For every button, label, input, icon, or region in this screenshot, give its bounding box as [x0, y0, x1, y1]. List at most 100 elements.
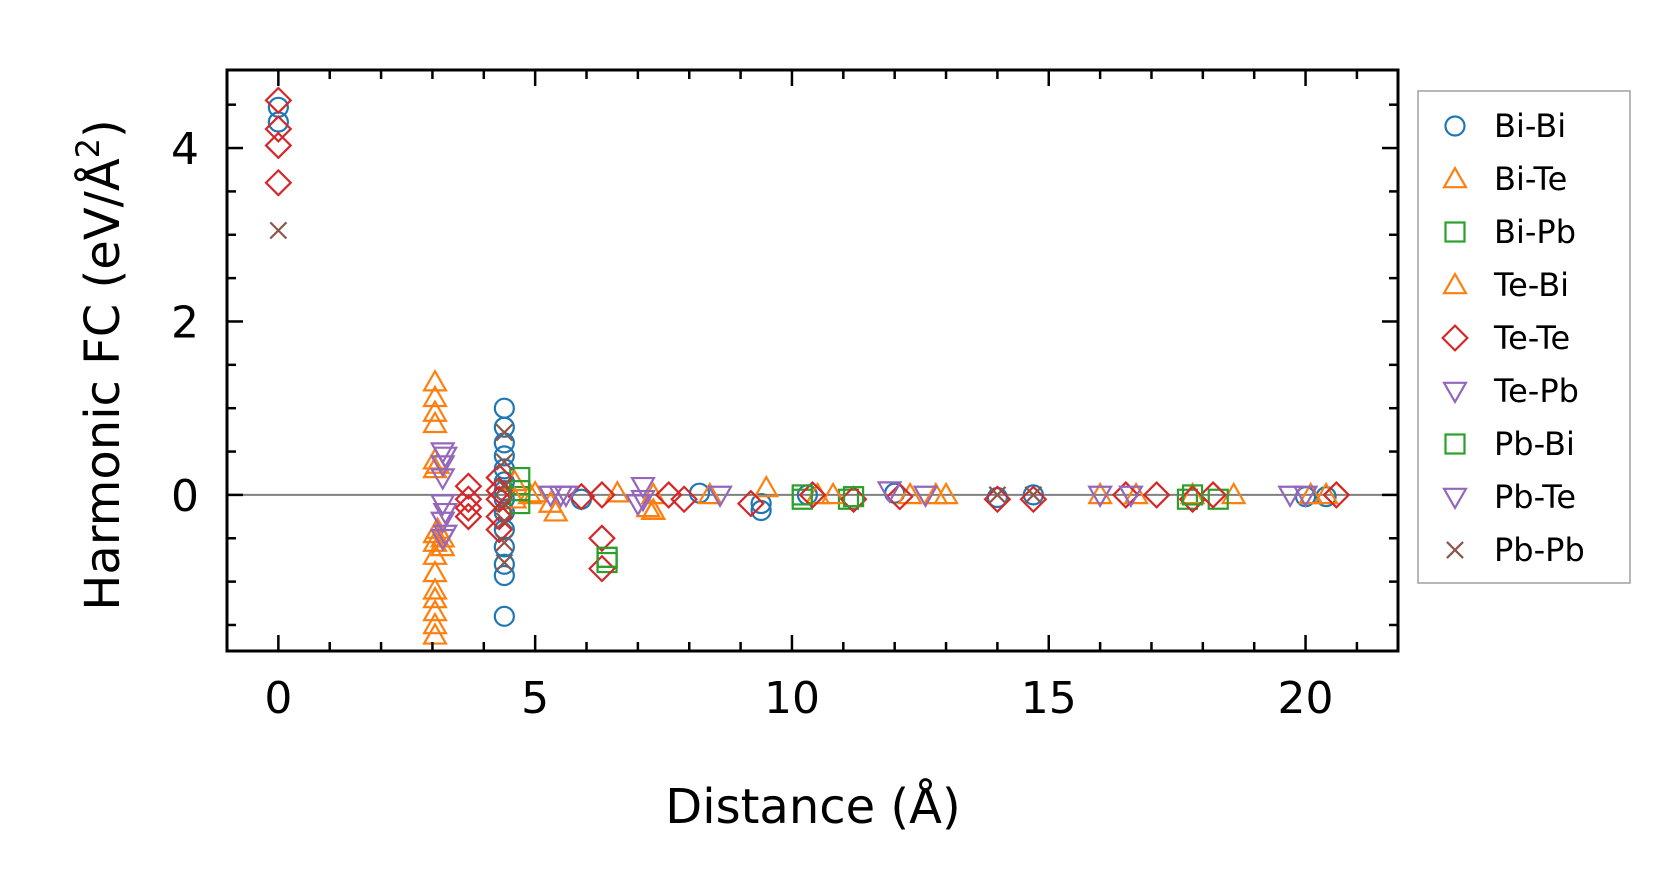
- data-point-bi-te: [1087, 481, 1113, 505]
- data-point-te-bi: [933, 481, 959, 505]
- data-point-te-te: [736, 489, 765, 518]
- data-point-te-te: [454, 502, 483, 531]
- data-point-bi-te: [422, 622, 448, 645]
- data-point-bi-pb: [1176, 488, 1199, 510]
- data-point-pb-pb: [495, 423, 514, 442]
- data-point-bi-te: [1123, 481, 1149, 505]
- data-point-te-te: [983, 485, 1012, 514]
- data-point-bi-te: [429, 533, 456, 557]
- plot-area: [227, 86, 1398, 645]
- data-point-te-pb: [630, 489, 656, 513]
- legend-label: Te-Pb: [1493, 372, 1579, 410]
- data-point-te-te: [264, 131, 293, 160]
- data-point-bi-te: [422, 598, 448, 622]
- legend-marker-pb-bi: [1444, 433, 1466, 455]
- legend-marker-bi-te: [1442, 165, 1468, 189]
- y-axis-label-exponent: 2: [69, 138, 107, 158]
- data-point-te-te: [485, 502, 514, 531]
- data-point-pb-pb: [269, 221, 288, 240]
- series-pb-pb: [269, 221, 1043, 572]
- legend-label: Te-Bi: [1493, 266, 1569, 304]
- data-point-te-pb: [429, 511, 456, 535]
- data-point-pb-te: [432, 524, 459, 548]
- data-point-bi-te: [696, 481, 723, 505]
- x-tick-label: 15: [1021, 673, 1077, 724]
- data-point-bi-bi: [493, 397, 515, 419]
- data-point-te-pb: [429, 455, 456, 478]
- data-point-pb-bi: [791, 484, 813, 506]
- x-axis-label: Distance (Å): [665, 778, 960, 835]
- y-tick-label: 2: [171, 297, 199, 348]
- data-point-pb-bi: [1181, 484, 1204, 506]
- y-axis-label-main: Harmonic FC (eV/Å: [74, 158, 131, 611]
- data-point-te-te: [485, 485, 514, 514]
- data-point-te-pb: [876, 481, 903, 504]
- data-point-pb-te: [625, 494, 651, 517]
- data-point-pb-te: [912, 485, 939, 509]
- legend-marker-te-bi: [1442, 271, 1468, 295]
- data-point-te-te: [654, 481, 683, 509]
- data-point-pb-pb: [988, 486, 1007, 504]
- data-point-bi-bi: [750, 492, 772, 515]
- data-point-te-te: [839, 485, 868, 514]
- legend-entry: Bi-Pb: [1444, 213, 1576, 251]
- data-point-bi-te: [422, 585, 448, 609]
- data-point-te-te: [454, 485, 483, 514]
- legend-entry: Pb-Pb: [1446, 531, 1585, 569]
- legend-label: Pb-Te: [1494, 478, 1576, 516]
- data-point-bi-te: [1220, 481, 1247, 505]
- data-point-pb-pb: [495, 477, 514, 496]
- data-point-bi-bi: [493, 553, 515, 575]
- x-tick-label: 20: [1278, 673, 1334, 724]
- data-point-te-te: [588, 554, 616, 583]
- legend-entry: Te-Pb: [1442, 372, 1579, 410]
- data-point-pb-pb: [495, 494, 514, 513]
- data-point-te-pb: [630, 476, 656, 500]
- data-point-te-te: [264, 168, 293, 197]
- data-point-te-pb: [1277, 485, 1303, 509]
- series-te-te: [264, 86, 1351, 583]
- data-point-bi-te: [1297, 481, 1324, 505]
- y-tick-label: 4: [171, 124, 199, 175]
- data-point-te-te: [670, 485, 699, 514]
- data-point-te-te: [588, 481, 616, 509]
- y-tick-label: 0: [171, 471, 199, 522]
- data-point-pb-bi: [509, 479, 531, 502]
- data-point-te-te: [1142, 481, 1171, 509]
- legend-entry: Pb-Te: [1442, 478, 1576, 516]
- data-point-bi-te: [422, 611, 448, 635]
- data-point-bi-bi: [493, 416, 515, 438]
- data-point-bi-bi: [493, 605, 515, 627]
- data-point-te-pb: [429, 468, 456, 491]
- legend: Bi-Bi Bi-Te Bi-Pb Te-Bi Te-Te Te-Pb Pb-Bi Pb-Te…: [1417, 90, 1631, 584]
- plot-frame: [225, 68, 1400, 653]
- data-point-pb-te: [1118, 485, 1144, 509]
- data-point-pb-pb: [495, 512, 514, 530]
- data-point-te-te: [454, 494, 483, 522]
- data-point-bi-te: [422, 577, 448, 600]
- data-point-bi-te: [753, 474, 780, 498]
- legend-marker-pb-te: [1442, 487, 1468, 511]
- series-pb-te: [432, 446, 1144, 548]
- data-point-te-pb: [707, 485, 733, 509]
- series-bi-bi: [267, 96, 1337, 627]
- data-point-pb-te: [548, 485, 574, 509]
- data-point-pb-pb: [495, 553, 514, 572]
- legend-entry: Pb-Bi: [1444, 425, 1575, 463]
- data-point-te-pb: [1087, 485, 1113, 509]
- series-pb-bi: [509, 479, 1204, 568]
- x-tick-label: 10: [764, 673, 820, 724]
- data-point-bi-te: [422, 410, 448, 434]
- legend-marker-te-pb: [1442, 381, 1468, 405]
- data-point-te-te: [264, 86, 293, 115]
- data-point-bi-pb: [509, 492, 531, 515]
- data-point-bi-te: [422, 399, 448, 422]
- data-point-pb-pb: [1024, 486, 1043, 504]
- legend-label: Bi-Bi: [1494, 107, 1566, 145]
- data-point-te-bi: [640, 497, 667, 520]
- legend-label: Pb-Bi: [1494, 425, 1575, 463]
- y-axis-label: Harmonic FC (eV/Å2): [69, 119, 131, 611]
- legend-marker-pb-pb: [1446, 541, 1464, 559]
- data-point-bi-bi: [1315, 486, 1337, 508]
